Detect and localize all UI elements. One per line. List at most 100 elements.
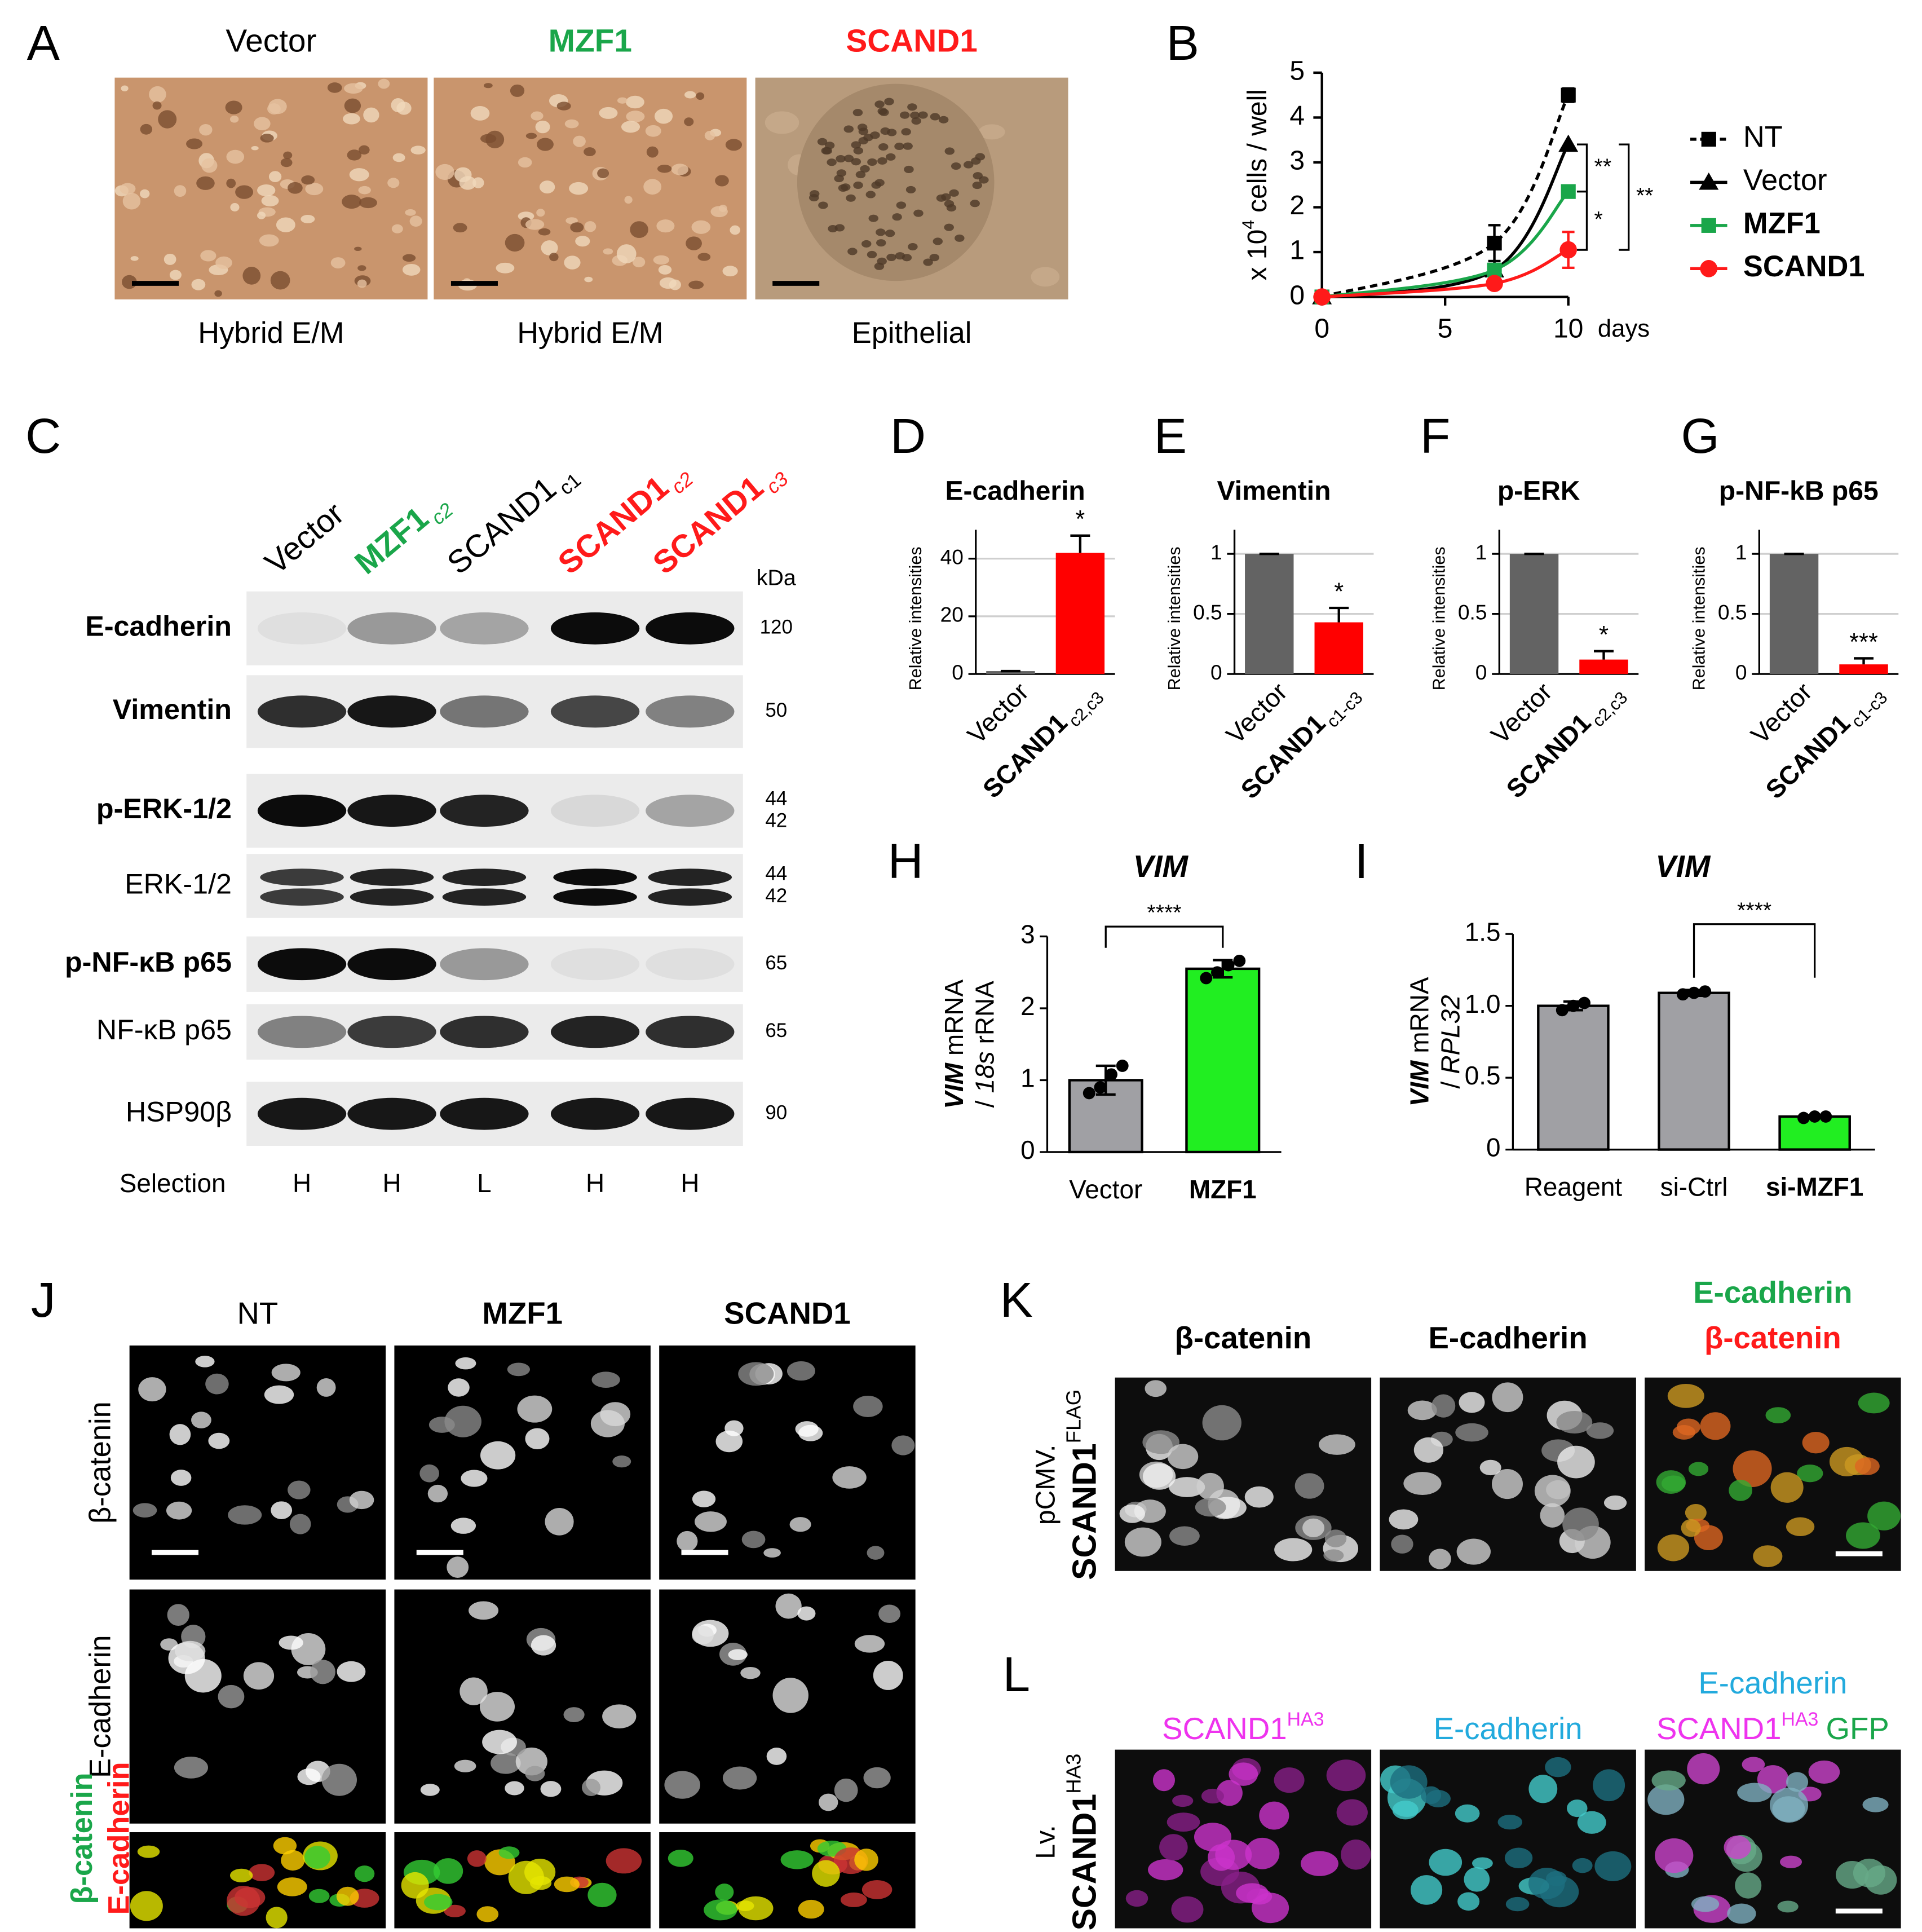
cell (327, 82, 342, 93)
band (646, 612, 735, 645)
column-title-part: E-cadherin (1434, 1712, 1583, 1746)
cell (249, 1864, 275, 1881)
cell (843, 125, 854, 133)
column-title-part: SCAND1 (1162, 1712, 1287, 1746)
lane-label: MZF1c2 (348, 484, 458, 585)
y-tick-label: 3 (1020, 920, 1035, 949)
cell (1603, 1495, 1627, 1510)
cell (225, 100, 242, 114)
bar (1769, 554, 1819, 674)
legend-marker (1699, 172, 1719, 190)
cell (765, 111, 799, 134)
cell (834, 175, 844, 183)
column-title: E-cadherin (1429, 1321, 1588, 1356)
cell (1323, 1549, 1344, 1562)
cell (1341, 1839, 1371, 1870)
cell (904, 165, 914, 173)
panel-letter: G (1681, 408, 1719, 464)
cell (891, 1435, 915, 1455)
x-tick-label-subscript: c2,c3 (1589, 688, 1632, 731)
cell (896, 201, 907, 209)
band (347, 948, 436, 981)
y-tick-label: 2 (1020, 991, 1035, 1021)
cell (130, 1891, 163, 1921)
bar (1537, 1004, 1610, 1151)
cell (584, 276, 593, 283)
y-tick-label: 0 (1475, 660, 1487, 684)
cell (570, 222, 584, 233)
band (646, 1016, 735, 1048)
cell (911, 117, 921, 125)
image-caption: Hybrid E/M (517, 317, 663, 350)
cell (444, 1904, 466, 1917)
cell (137, 1845, 160, 1858)
cell (812, 1860, 840, 1887)
y-axis-label-part: / (970, 1100, 1000, 1108)
cell (1169, 1477, 1205, 1497)
y-tick-label: 1 (1289, 235, 1305, 266)
cell (230, 203, 240, 211)
band (553, 868, 637, 886)
cell (817, 138, 828, 145)
cell (852, 109, 863, 117)
y-axis-label-part: cells / well (1242, 89, 1273, 213)
cell (970, 200, 980, 208)
selection-value: H (382, 1168, 401, 1198)
cell (1208, 1844, 1235, 1871)
cell (955, 234, 965, 242)
cell (1429, 1849, 1463, 1876)
cell (884, 98, 894, 105)
cell (918, 111, 928, 119)
cell (1577, 1811, 1606, 1834)
image-title-part: MZF1 (549, 23, 632, 59)
cell (496, 262, 515, 274)
row-label: ERK-1/2 (125, 868, 232, 899)
cell (138, 1377, 166, 1402)
cell (450, 1518, 476, 1534)
cell (405, 209, 416, 216)
x-tick-label: 10 (1553, 313, 1583, 343)
cell (1572, 1858, 1593, 1873)
cell (841, 183, 851, 191)
side-label-part: SCAND1 (1066, 1794, 1103, 1931)
cell (1148, 1859, 1183, 1881)
significance-label: **** (1737, 898, 1771, 923)
cell (818, 201, 828, 209)
y-tick-label: 2 (1289, 190, 1305, 220)
cell (1854, 1457, 1880, 1475)
series-line (1321, 94, 1570, 299)
cell (944, 200, 955, 208)
cell (590, 1410, 625, 1437)
y-axis-label-part: RPL32 (1435, 995, 1465, 1074)
y-tick-label: 0 (952, 660, 964, 684)
cell (169, 270, 182, 280)
data-point (1082, 1087, 1095, 1100)
cell (847, 248, 858, 255)
cell (480, 1441, 516, 1470)
column-title-part: E-cadherin (1693, 1276, 1852, 1310)
y-tick-label: 40 (940, 545, 964, 568)
column-title-part: GFP (1826, 1712, 1889, 1746)
y-tick-label: 1 (1475, 540, 1487, 564)
selection-value: H (586, 1168, 604, 1198)
band (257, 948, 347, 981)
cell (484, 83, 493, 89)
cell (391, 224, 403, 233)
cell (824, 142, 835, 149)
cell (498, 1846, 520, 1859)
cell (1557, 1445, 1595, 1479)
cell (978, 124, 1005, 140)
cell (563, 1707, 585, 1723)
cell (229, 116, 239, 123)
cell (865, 191, 876, 199)
cell (482, 1730, 517, 1754)
cell (122, 192, 141, 210)
cell (444, 1405, 481, 1437)
data-point (1819, 1110, 1832, 1123)
significance-label: * (1594, 207, 1603, 232)
cell (215, 256, 232, 269)
cell (288, 1480, 311, 1499)
row-label: E-cadherin (103, 1762, 135, 1915)
bar (1579, 659, 1628, 674)
cell (270, 271, 290, 290)
